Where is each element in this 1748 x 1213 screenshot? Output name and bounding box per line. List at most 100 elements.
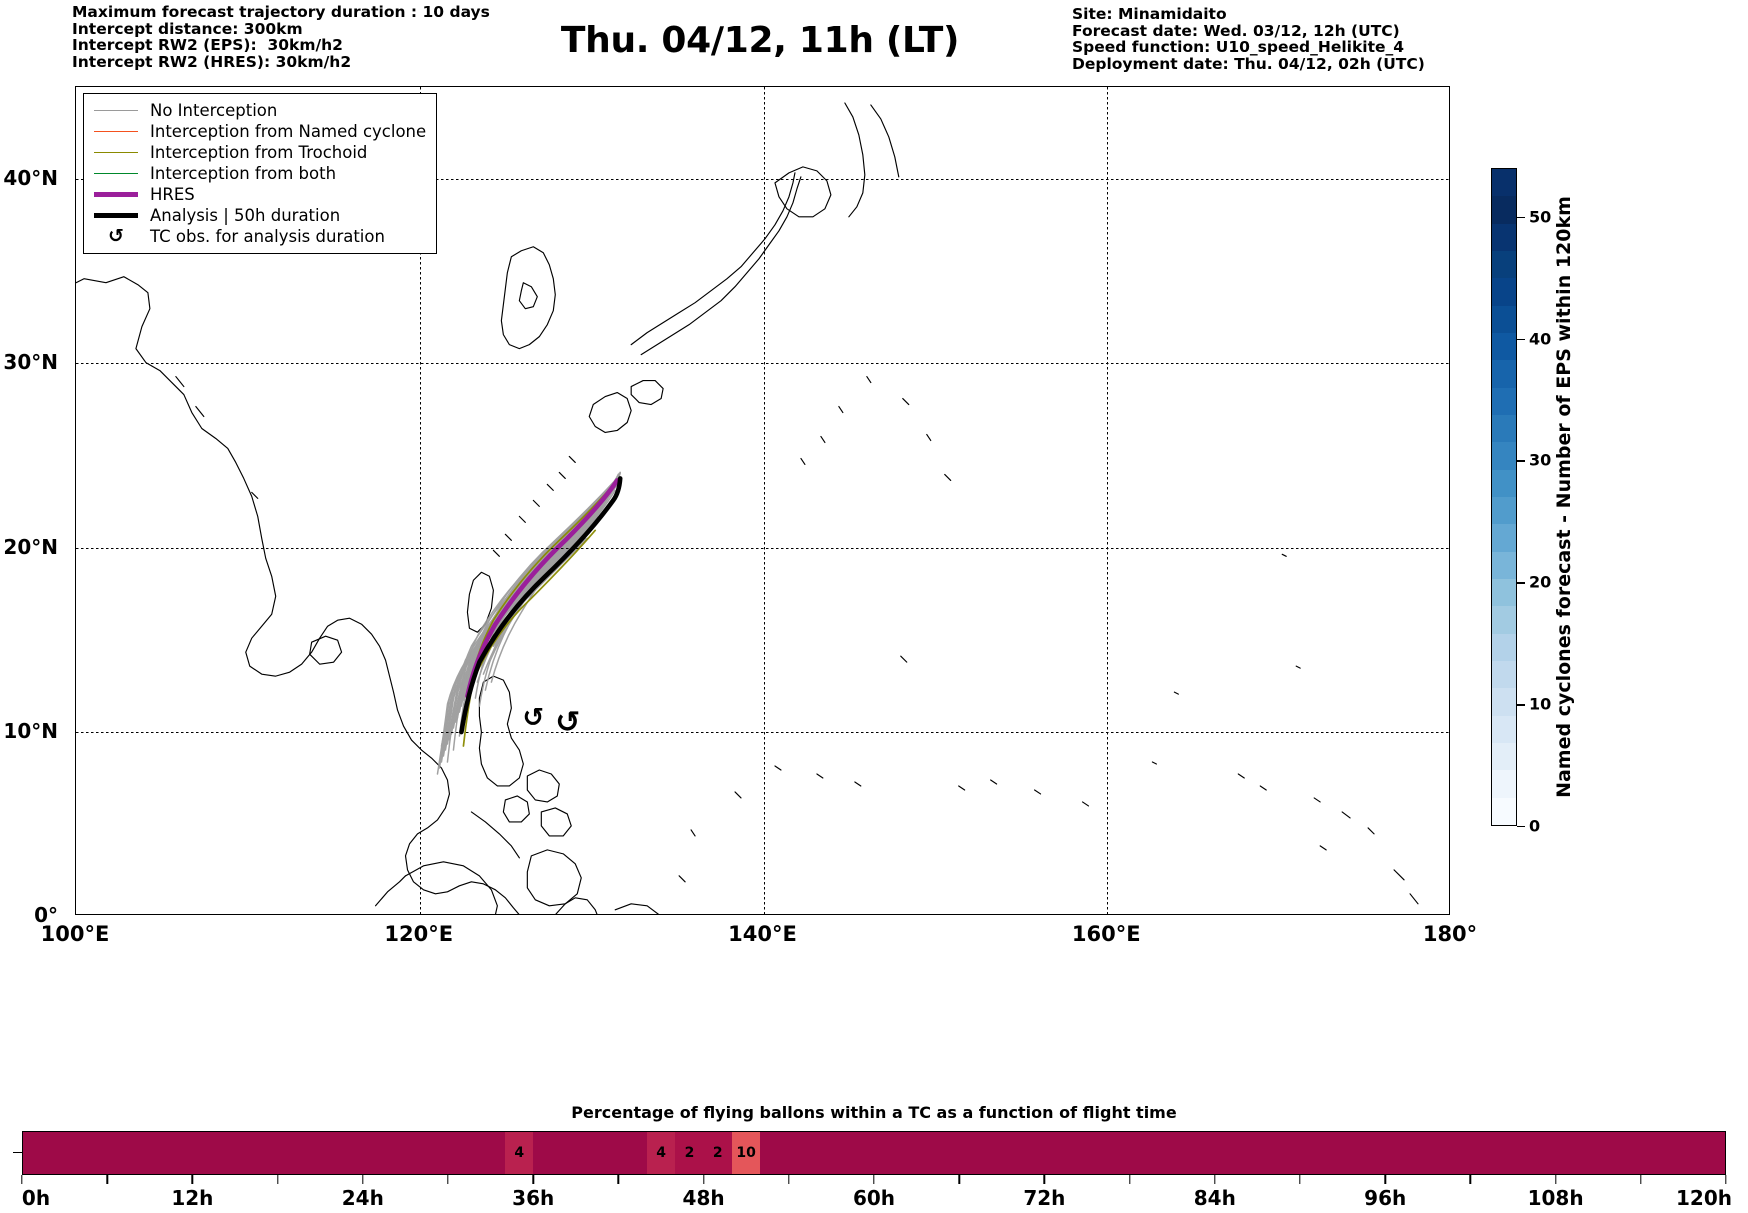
legend-line-swatch (94, 151, 138, 154)
percent-axis-label-96: 96h (1364, 1186, 1407, 1210)
percent-axis-tick-18 (276, 1175, 279, 1184)
percent-cell-empty-32h (476, 1132, 506, 1174)
percent-cell-empty-10h (164, 1132, 194, 1174)
colorbar-band-8 (1492, 579, 1516, 607)
percent-cell-empty-80h (1157, 1132, 1186, 1174)
percent-cell-empty-82h (1185, 1132, 1215, 1174)
percent-axis-label-48: 48h (682, 1186, 725, 1210)
colorbar-band-14 (1492, 415, 1516, 443)
percent-cell-empty-36h (533, 1132, 562, 1174)
lon-tick-120: 120°E (384, 922, 454, 946)
percent-cell-empty-20h (306, 1132, 335, 1174)
colorbar-band-18 (1492, 305, 1516, 334)
legend-line-swatch (94, 130, 138, 133)
percent-cell-empty-6h (108, 1132, 137, 1174)
trajectory-analysis (459, 476, 623, 735)
percent-cell-44h: 4 (646, 1132, 676, 1174)
percent-cell-empty-98h (1412, 1132, 1441, 1174)
percent-cell-48h: 2 (703, 1132, 732, 1174)
colorbar-band-22 (1492, 196, 1516, 224)
header-right-line-2: Speed function: U10_speed_Helikite_4 (1072, 38, 1405, 57)
lat-tick-30: 30°N (3, 350, 58, 375)
percent-cell-empty-100h (1440, 1132, 1470, 1174)
header-right-line-3: Deployment date: Thu. 04/12, 02h (UTC) (1072, 54, 1425, 73)
colorbar-band-3 (1492, 715, 1516, 744)
percent-bar-title: Percentage of flying ballons within a TC… (571, 1103, 1177, 1122)
colorbar-band-15 (1492, 387, 1516, 416)
percent-cell-empty-106h (1526, 1132, 1555, 1174)
percent-axis-label-84: 84h (1193, 1186, 1236, 1210)
colorbar[interactable] (1491, 168, 1517, 826)
colorbar-tick-0 (1517, 826, 1525, 828)
percent-axis-tick-6 (106, 1175, 108, 1184)
lat-tick-0: 0° (34, 903, 58, 927)
colorbar-tick-40 (1517, 338, 1525, 340)
percent-axis-tick-66 (958, 1175, 960, 1184)
legend-line-icon (92, 130, 140, 133)
gridline-lat-10 (76, 731, 1449, 733)
header-right-line-0: Site: Minamidaito (1072, 5, 1227, 23)
legend-item-label: No Interception (150, 101, 278, 120)
header-left-info: Maximum forecast trajectory duration : 1… (72, 4, 490, 70)
lon-tick-160: 160°E (1071, 922, 1141, 946)
legend-item-0[interactable]: No Interception (92, 100, 426, 121)
percent-cell-empty-62h (902, 1132, 931, 1174)
percent-cell-empty-116h (1667, 1132, 1697, 1174)
lon-tick-140: 140°E (728, 922, 797, 946)
cyclone-glyph: ↺ (108, 225, 124, 247)
legend-item-label: TC obs. for analysis duration (150, 227, 385, 246)
percent-cell-empty-12h (193, 1132, 222, 1174)
colorbar-band-17 (1492, 333, 1516, 361)
colorbar-band-16 (1492, 360, 1516, 388)
colorbar-gradient (1491, 168, 1517, 826)
map-legend[interactable]: No Interception Interception from Named c… (83, 93, 438, 254)
percent-cell-empty-92h (1327, 1132, 1356, 1174)
legend-item-5[interactable]: Analysis | 50h duration (92, 205, 426, 226)
percent-axis-tick-84 (1214, 1175, 1216, 1184)
tc-obs-marker-secondary: ↺ (522, 703, 544, 733)
legend-item-1[interactable]: Interception from Named cyclone (92, 121, 426, 142)
percent-cell-empty-114h (1639, 1132, 1668, 1174)
legend-line-swatch (94, 172, 138, 175)
percent-axis-label-36: 36h (512, 1186, 555, 1210)
legend-line-swatch (94, 109, 138, 112)
percent-cell-empty-68h (987, 1132, 1016, 1174)
percent-axis-tick-36 (532, 1175, 534, 1184)
colorbar-band-13 (1492, 442, 1516, 470)
legend-item-label: Interception from Trochoid (150, 143, 368, 162)
percent-axis-tick-48 (702, 1175, 705, 1184)
percent-cell-empty-14h (221, 1132, 250, 1174)
colorbar-band-9 (1492, 551, 1516, 580)
percent-cell-empty-26h (391, 1132, 421, 1174)
percent-cell-empty-74h (1072, 1132, 1101, 1174)
legend-item-3[interactable]: Interception from both (92, 163, 426, 184)
colorbar-title: Named cyclones forecast - Number of EPS … (1549, 168, 1579, 826)
percent-axis-label-120: 120h (1676, 1186, 1732, 1210)
legend-item-2[interactable]: Interception from Trochoid (92, 142, 426, 163)
colorbar-band-23 (1492, 169, 1516, 197)
colorbar-band-19 (1492, 278, 1516, 306)
percent-cell-empty-24h (363, 1132, 392, 1174)
percent-axis-tick-54 (788, 1175, 790, 1184)
percent-cell-empty-2h (51, 1132, 80, 1174)
percent-axis-tick-102 (1469, 1175, 1472, 1184)
percent-cell-empty-42h (618, 1132, 647, 1174)
lon-tick-100: 100°E (40, 922, 110, 946)
legend-item-4[interactable]: HRES (92, 184, 426, 205)
percent-cell-empty-38h (561, 1132, 591, 1174)
forecast-map[interactable]: ↺ ↺ No Interception Interception from Nam… (75, 86, 1450, 915)
colorbar-tick-30 (1517, 460, 1525, 462)
legend-item-6[interactable]: ↺ TC obs. for analysis duration (92, 226, 426, 247)
colorbar-ticklabel-40: 40 (1529, 329, 1552, 349)
percent-cell-empty-64h (930, 1132, 959, 1174)
percent-cell-empty-94h (1355, 1132, 1385, 1174)
percent-axis-tick-42 (617, 1175, 620, 1184)
percent-cell-empty-84h (1214, 1132, 1243, 1174)
percent-cell-empty-88h (1270, 1132, 1300, 1174)
percent-cell-empty-66h (958, 1132, 988, 1174)
percent-bar-axes[interactable]: 4 4 2 2 10 (22, 1131, 1726, 1175)
percent-axis-label-12: 12h (171, 1186, 214, 1210)
percent-cell-empty-90h (1299, 1132, 1328, 1174)
colorbar-ticklabel-10: 10 (1529, 694, 1552, 714)
gridline-lat-20 (76, 547, 1449, 549)
